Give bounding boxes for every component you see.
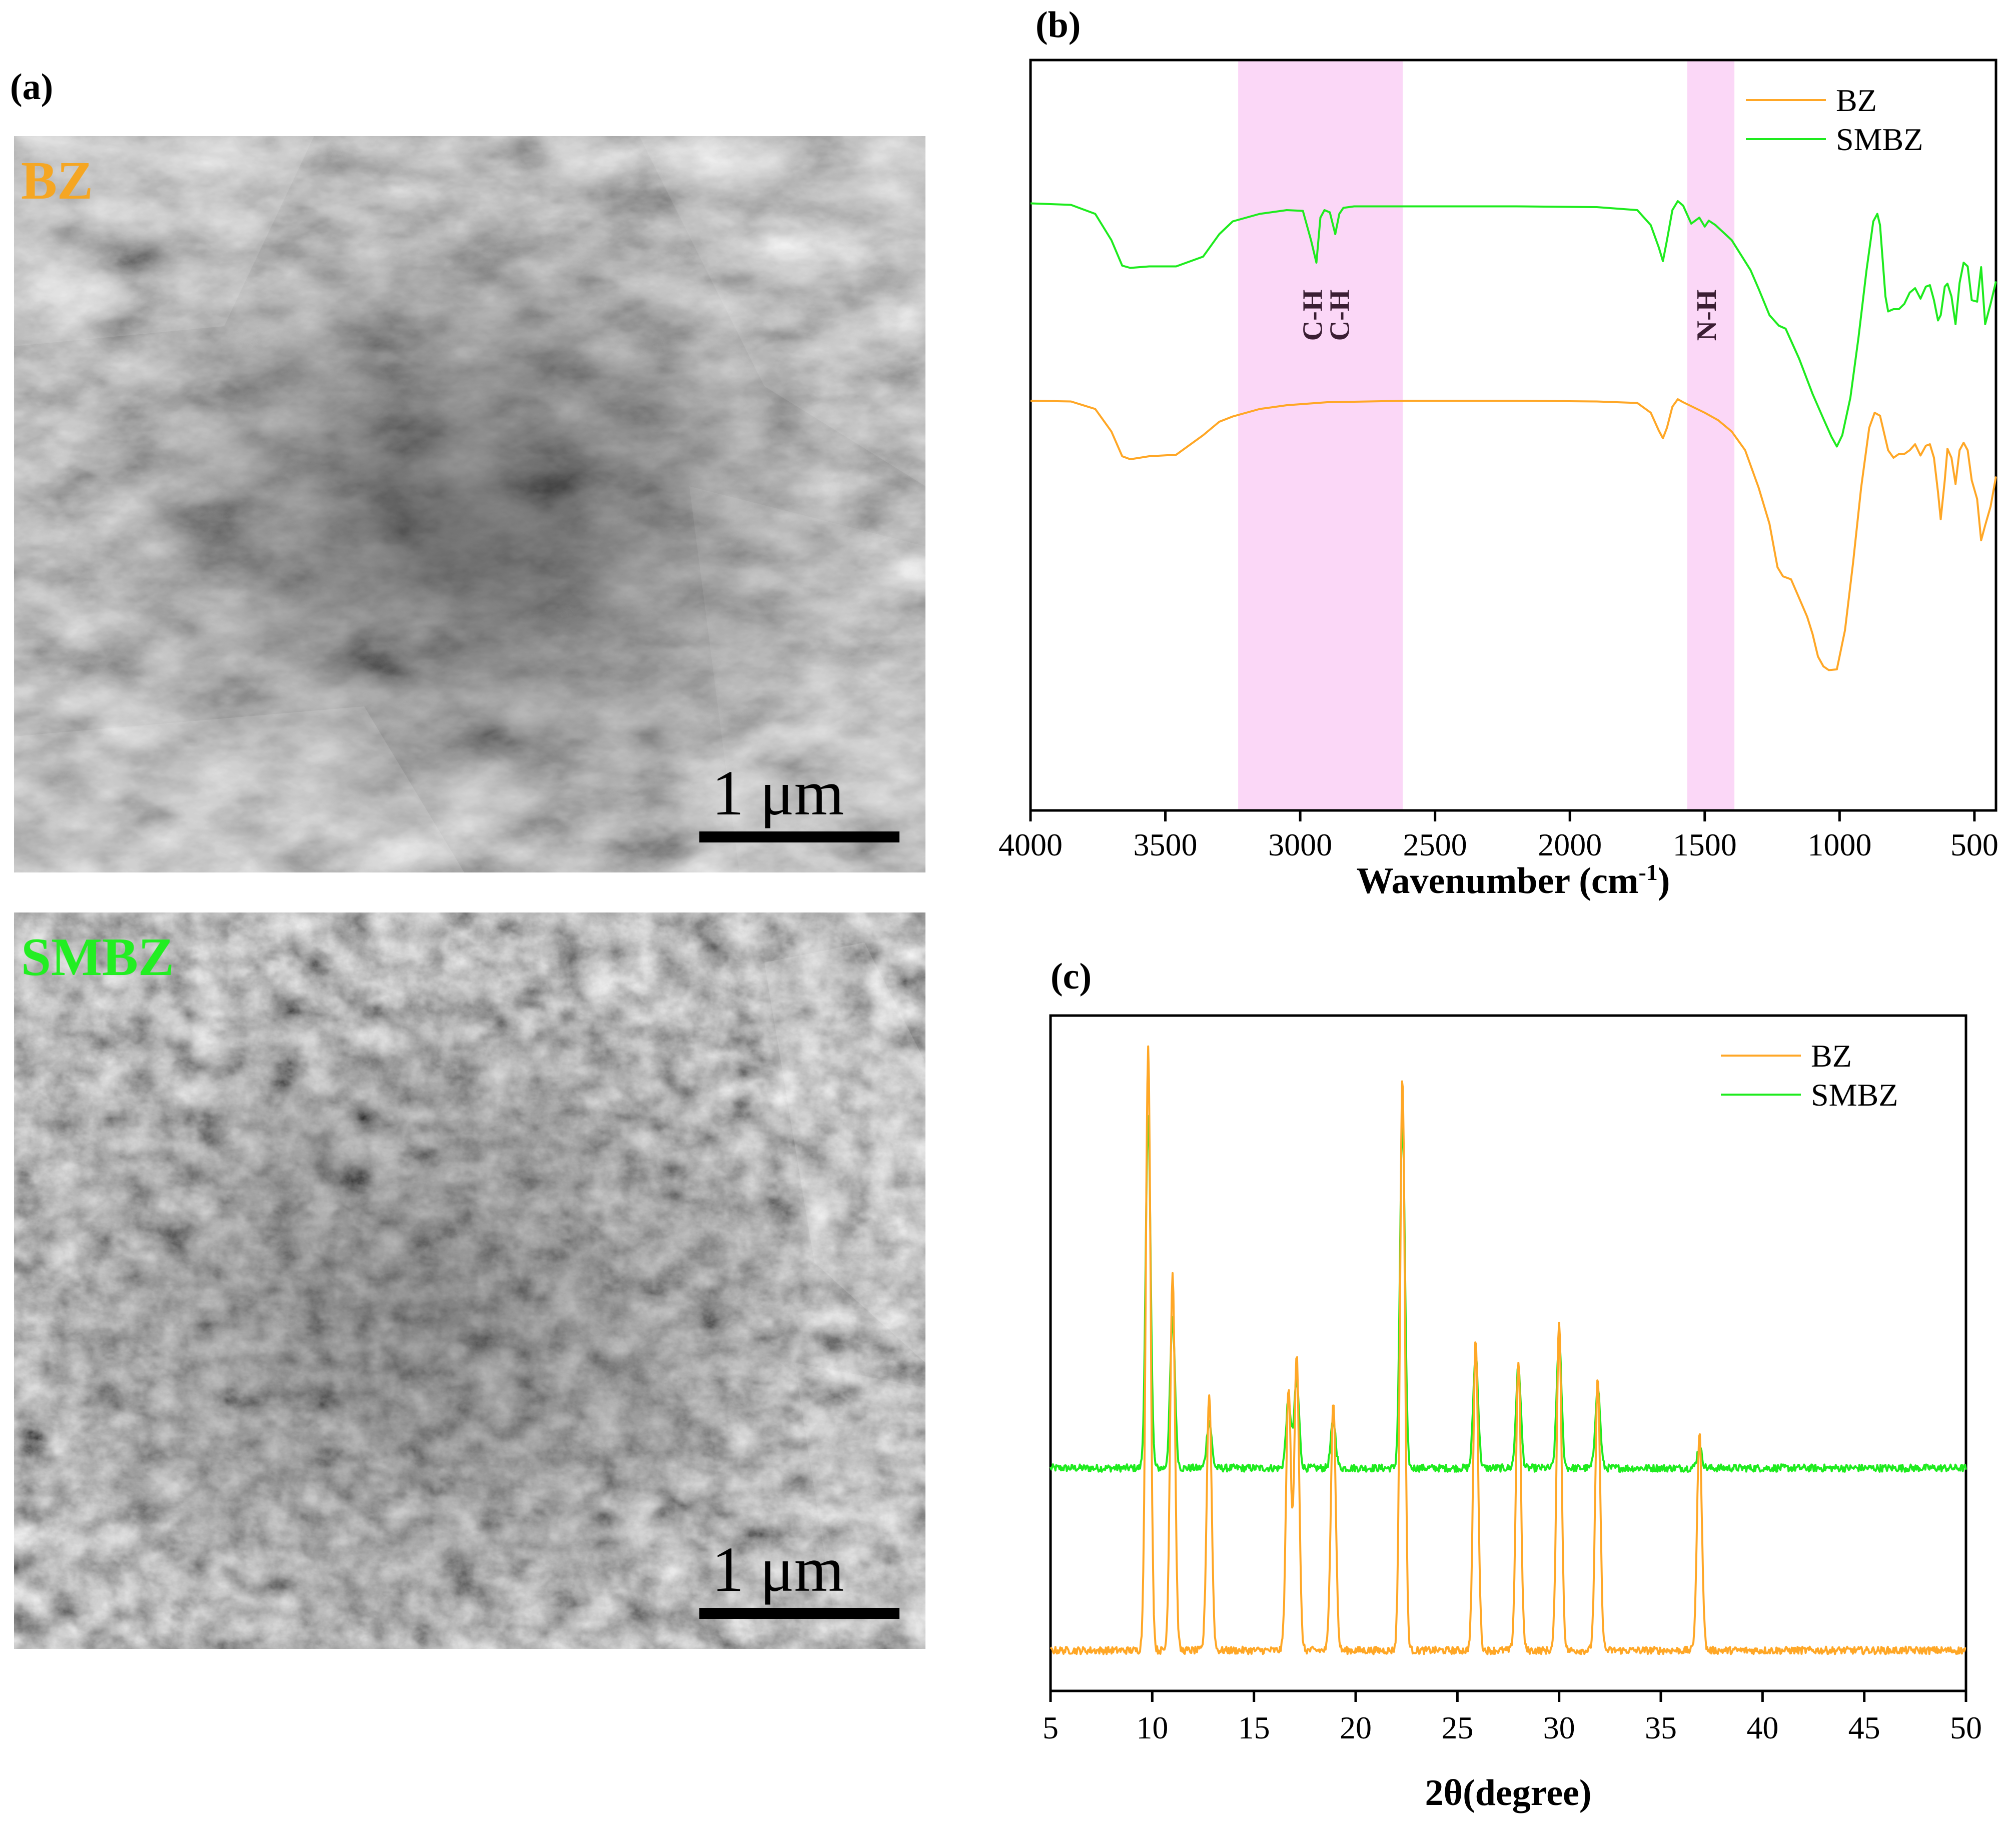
plot-frame [1049,1014,1967,1692]
x-tick-label: 2000 [1538,827,1602,862]
scale-bar [699,831,899,842]
plot-frame [1029,59,1997,812]
highlight-band [1687,60,1735,810]
sem-label-smbz: SMBZ [21,928,175,987]
peak-annotation: C-H [1325,290,1356,341]
peak-annotation: C-H [1298,290,1329,341]
scale-bar [699,1608,899,1619]
legend: BZ SMBZ [1746,83,1923,157]
x-tick-label: 3500 [1134,827,1198,862]
series-line-bz [1050,1045,1966,1655]
x-tick-label: 3000 [1268,827,1332,862]
x-tick-label: 4000 [998,827,1063,862]
peak-annotation: N-H [1691,290,1722,341]
highlight-band [1238,60,1403,810]
sem-texture-smbz [14,912,925,1649]
legend-label-smbz: SMBZ [1811,1077,1898,1113]
scale-bar-label: 1 μm [712,1534,844,1605]
x-tick-label: 1000 [1807,827,1871,862]
x-tick-label: 10 [1136,1710,1168,1745]
series-lines [1030,200,1997,671]
legend-label-smbz: SMBZ [1836,122,1923,157]
sem-label-bz: BZ [21,151,94,211]
x-axis: 4000 3500 3000 2500 2000 1500 1000 500 [998,810,1998,862]
sem-image-smbz: SMBZ 1 μm [14,912,925,1649]
panel-label-c: (c) [1051,956,1092,997]
highlight-bands [1238,60,1735,810]
legend-label-bz: BZ [1836,83,1877,118]
x-tick-label: 50 [1950,1710,1982,1745]
x-tick-label: 500 [1950,827,1998,862]
x-tick-label: 1500 [1673,827,1737,862]
x-axis: 5 10 15 20 25 30 35 40 45 50 [1043,1691,1982,1745]
x-tick-label: 45 [1848,1710,1880,1745]
series-line-smbz [1050,1115,1967,1473]
legend-label-bz: BZ [1811,1038,1852,1074]
sem-image-bz: BZ 1 μm [14,136,925,872]
annotations: C-HC-H N-H [1298,290,1722,341]
x-tick-label: 30 [1543,1710,1575,1745]
x-tick-label: 40 [1746,1710,1778,1745]
series-line-smbz [1030,200,1997,448]
panel-label-a: (a) [10,67,54,108]
x-tick-label: 35 [1645,1710,1677,1745]
x-tick-label: 25 [1441,1710,1473,1745]
panel-label-b: (b) [1036,5,1081,46]
ftir-chart: 4000 3500 3000 2500 2000 1500 1000 500 C-HC-H N-… [998,59,1998,901]
sem-texture-bz [14,136,925,872]
x-tick-label: 2500 [1403,827,1467,862]
x-axis-title: Wavenumber (cm-1) [1357,859,1670,901]
series-lines [1050,1045,1967,1655]
x-tick-label: 15 [1238,1710,1270,1745]
x-tick-label: 5 [1043,1710,1059,1745]
series-line-bz [1030,398,1997,671]
scale-bar-label: 1 μm [712,757,844,828]
x-tick-label: 20 [1340,1710,1372,1745]
x-axis-title: 2θ(degree) [1425,1772,1591,1813]
